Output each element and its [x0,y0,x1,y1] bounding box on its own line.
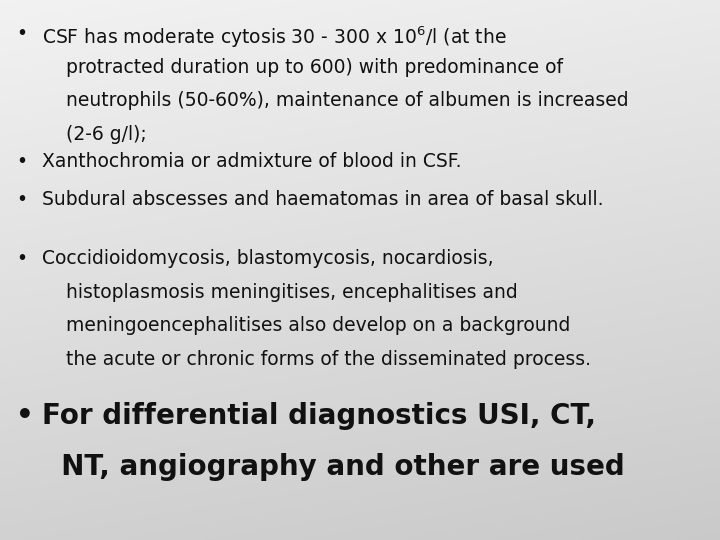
Text: Coccidioidomycosis, blastomycosis, nocardiosis,: Coccidioidomycosis, blastomycosis, nocar… [42,249,493,268]
Text: •: • [16,249,27,268]
Text: NT, angiography and other are used: NT, angiography and other are used [42,453,624,481]
Text: Xanthochromia or admixture of blood in CSF.: Xanthochromia or admixture of blood in C… [42,152,462,171]
Text: For differential diagnostics USI, CT,: For differential diagnostics USI, CT, [42,402,595,430]
Text: protracted duration up to 600) with predominance of: protracted duration up to 600) with pred… [42,58,563,77]
Text: •: • [16,24,27,43]
Text: (2-6 g/l);: (2-6 g/l); [42,125,146,144]
Text: Subdural abscesses and haematomas in area of basal skull.: Subdural abscesses and haematomas in are… [42,190,603,209]
Text: •: • [16,402,34,430]
Text: histoplasmosis meningitises, encephalitises and: histoplasmosis meningitises, encephaliti… [42,283,518,302]
Text: CSF has moderate cytosis 30 - 300 x 10$^6$/l (at the: CSF has moderate cytosis 30 - 300 x 10$^… [42,24,506,50]
Text: •: • [16,152,27,171]
Text: meningoencephalitises also develop on a background: meningoencephalitises also develop on a … [42,316,570,335]
Text: •: • [16,190,27,209]
Text: neutrophils (50-60%), maintenance of albumen is increased: neutrophils (50-60%), maintenance of alb… [42,91,629,110]
Text: the acute or chronic forms of the disseminated process.: the acute or chronic forms of the dissem… [42,350,590,369]
